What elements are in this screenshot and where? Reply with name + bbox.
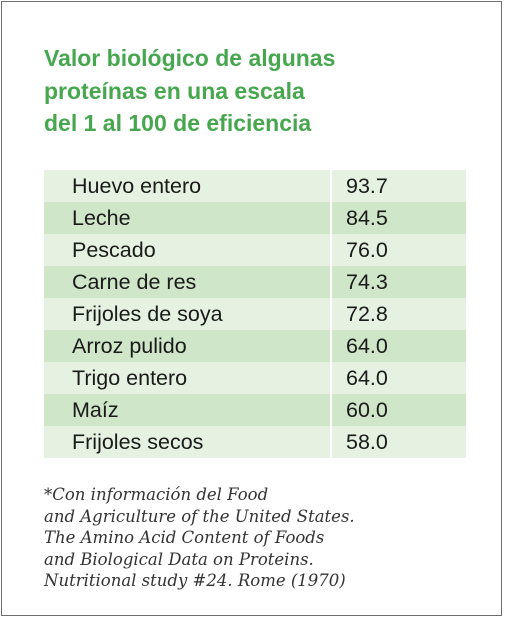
protein-value: 64.0 [346, 365, 388, 390]
protein-name: Trigo entero [44, 362, 332, 394]
table-row: Frijoles de soya 72.8 [44, 298, 466, 330]
protein-name: Leche [44, 202, 332, 234]
table-row: Carne de res 74.3 [44, 266, 466, 298]
table-row: Pescado 76.0 [44, 234, 466, 266]
footnote-line-1: *Con información del Food [44, 485, 269, 504]
protein-name: Carne de res [44, 266, 332, 298]
protein-value: 74.3 [346, 269, 388, 294]
title-line-3: del 1 al 100 de eficiencia [44, 110, 312, 136]
protein-name: Frijoles de soya [44, 298, 332, 330]
footnote-line-4: and Biological Data on Proteins. [44, 549, 314, 569]
protein-value: 93.7 [346, 173, 388, 198]
protein-name: Maíz [44, 394, 332, 426]
protein-name: Arroz pulido [44, 330, 332, 362]
footnote-line-2: and Agriculture of the United States. [44, 506, 355, 526]
footnote-line-5: Nutritional study #24. Rome (1970) [44, 571, 346, 590]
source-footnote: *Con información del Food and Agricultur… [44, 484, 484, 592]
title-line-1: Valor biológico de algunas [44, 45, 336, 71]
protein-value: 58.0 [346, 429, 388, 454]
table-row: Trigo entero 64.0 [44, 362, 466, 394]
table-row: Frijoles secos 58.0 [44, 426, 466, 458]
protein-value: 76.0 [346, 237, 388, 262]
title-line-2: proteínas en una escala [44, 77, 305, 104]
table-row: Arroz pulido 64.0 [44, 330, 466, 362]
footnote-line-3: The Amino Acid Content of Foods [44, 528, 325, 547]
table-row: Maíz 60.0 [44, 394, 466, 426]
table-row: Huevo entero 93.7 [44, 170, 466, 202]
protein-name: Huevo entero [44, 170, 332, 202]
protein-name: Frijoles secos [44, 426, 332, 458]
table-row: Leche 84.5 [44, 202, 466, 234]
card-title: Valor biológico de algunas proteínas en … [44, 42, 464, 140]
protein-table: Huevo entero 93.7 Leche 84.5 Pescado 76.… [44, 170, 466, 458]
protein-value: 72.8 [346, 301, 388, 326]
protein-value: 84.5 [346, 205, 388, 230]
protein-name: Pescado [44, 234, 332, 266]
protein-value: 60.0 [346, 397, 388, 422]
protein-value: 64.0 [346, 333, 388, 358]
